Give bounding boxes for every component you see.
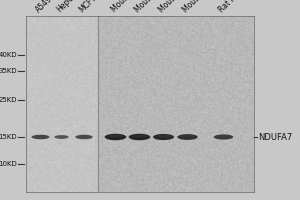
Text: HepG2: HepG2 <box>55 0 80 14</box>
Ellipse shape <box>105 134 126 140</box>
Text: A549: A549 <box>34 0 55 14</box>
Ellipse shape <box>54 135 69 139</box>
Ellipse shape <box>214 134 233 140</box>
Text: MCF7: MCF7 <box>78 0 99 14</box>
Ellipse shape <box>129 134 150 140</box>
Ellipse shape <box>177 134 198 140</box>
Text: Mouse heart: Mouse heart <box>181 0 221 14</box>
Text: Rat liver: Rat liver <box>217 0 246 14</box>
Text: 35KD: 35KD <box>0 68 17 74</box>
Ellipse shape <box>217 135 230 137</box>
Text: Mouse liver: Mouse liver <box>157 0 195 14</box>
Text: 25KD: 25KD <box>0 97 17 103</box>
Ellipse shape <box>34 135 47 137</box>
Ellipse shape <box>153 134 174 140</box>
Text: 15KD: 15KD <box>0 134 17 140</box>
Text: NDUFA7: NDUFA7 <box>258 132 292 142</box>
Text: 40KD: 40KD <box>0 52 17 58</box>
Ellipse shape <box>32 135 50 139</box>
Text: Mouse kidney: Mouse kidney <box>109 0 153 14</box>
Ellipse shape <box>156 135 171 137</box>
Ellipse shape <box>78 135 90 137</box>
Ellipse shape <box>108 135 123 137</box>
Ellipse shape <box>132 135 147 137</box>
Text: Mouse brain: Mouse brain <box>133 0 173 14</box>
Ellipse shape <box>56 136 67 137</box>
Text: 10KD: 10KD <box>0 161 17 167</box>
Ellipse shape <box>75 135 93 139</box>
Ellipse shape <box>180 135 195 137</box>
